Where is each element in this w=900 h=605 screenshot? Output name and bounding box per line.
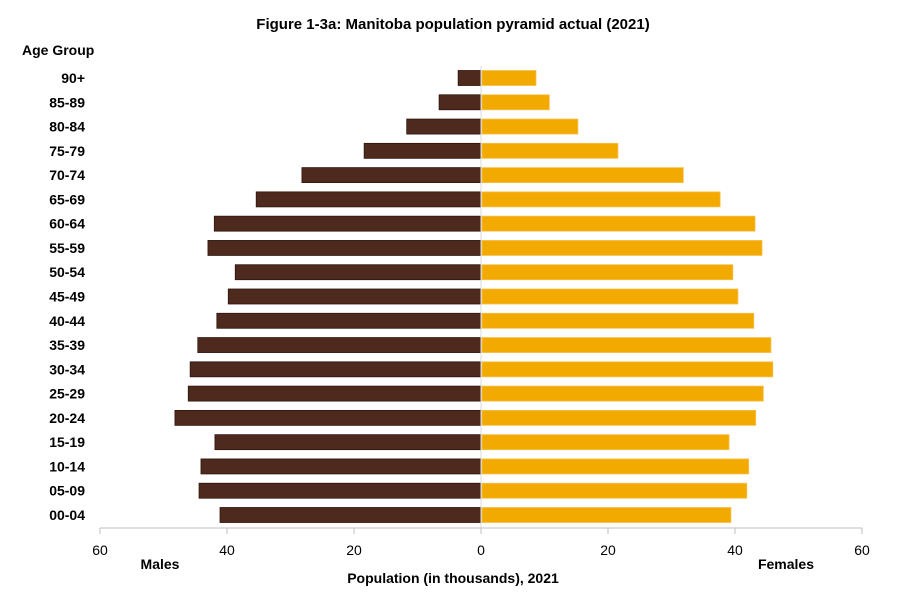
x-tick-label: 60: [92, 542, 108, 558]
category-label: 65-69: [49, 191, 85, 207]
category-label: 90+: [61, 70, 85, 86]
category-axis-title: Age Group: [22, 42, 94, 58]
x-tick-label: 60: [854, 542, 870, 558]
chart-title: Figure 1-3a: Manitoba population pyramid…: [256, 16, 649, 33]
category-label: 40-44: [49, 313, 85, 329]
bar-female-10-14: [481, 458, 750, 475]
bars: [174, 70, 774, 523]
x-tick-label: 40: [727, 542, 743, 558]
bar-male-15-19: [214, 434, 482, 451]
bar-male-25-29: [187, 385, 482, 402]
x-tick-label: 20: [600, 542, 616, 558]
bar-male-00-04: [219, 507, 482, 523]
category-label: 70-74: [49, 167, 85, 183]
bar-female-00-04: [481, 507, 732, 523]
category-label: 55-59: [49, 240, 85, 256]
bar-female-05-09: [481, 482, 748, 499]
bar-female-90+: [481, 70, 537, 86]
bar-female-15-19: [481, 434, 730, 451]
category-label: 20-24: [49, 410, 85, 426]
bar-male-80-84: [406, 118, 482, 135]
x-tick-label: 40: [219, 542, 235, 558]
bar-female-35-39: [481, 337, 772, 353]
category-label: 80-84: [49, 119, 85, 135]
bar-female-45-49: [481, 288, 739, 305]
bar-female-55-59: [481, 240, 763, 256]
bar-male-90+: [457, 70, 482, 86]
females-label: Females: [758, 556, 814, 572]
bar-female-75-79: [481, 142, 619, 159]
bar-male-35-39: [197, 337, 482, 353]
x-tick-label: 20: [346, 542, 362, 558]
category-label: 15-19: [49, 434, 85, 450]
bar-female-65-69: [481, 191, 721, 208]
bar-female-40-44: [481, 312, 755, 329]
bar-male-85-89: [438, 94, 482, 111]
category-label: 75-79: [49, 143, 85, 159]
bar-male-55-59: [207, 240, 482, 256]
bar-female-50-54: [481, 264, 734, 281]
bar-female-25-29: [481, 385, 764, 402]
bar-male-20-24: [174, 409, 482, 426]
category-labels: 90+ 85-89 80-84 75-79 70-74 65-69 60-64 55-59 50…: [49, 70, 85, 523]
category-label: 50-54: [49, 264, 85, 280]
bar-female-60-64: [481, 215, 756, 232]
bar-female-80-84: [481, 118, 579, 135]
bar-male-60-64: [213, 215, 482, 232]
category-label: 35-39: [49, 337, 85, 353]
category-label: 25-29: [49, 386, 85, 402]
bar-male-70-74: [301, 167, 482, 184]
x-axis-title: Population (in thousands), 2021: [347, 570, 559, 586]
category-label: 45-49: [49, 289, 85, 305]
category-label: 10-14: [49, 458, 85, 474]
category-label: 60-64: [49, 216, 85, 232]
category-label: 00-04: [49, 507, 85, 523]
bar-female-85-89: [481, 94, 550, 111]
category-label: 05-09: [49, 483, 85, 499]
category-label: 30-34: [49, 361, 85, 377]
bar-male-05-09: [198, 482, 482, 499]
bar-female-20-24: [481, 409, 757, 426]
bar-male-50-54: [234, 264, 482, 281]
category-label: 85-89: [49, 94, 85, 110]
bar-male-45-49: [227, 288, 482, 305]
bar-male-10-14: [200, 458, 482, 475]
x-axis-ticks: 60 40 20 0 20 40 60: [92, 528, 870, 558]
bar-female-70-74: [481, 167, 684, 184]
x-tick-label: 0: [477, 542, 485, 558]
bar-male-75-79: [363, 142, 482, 159]
bar-male-65-69: [255, 191, 482, 208]
bar-male-40-44: [216, 312, 482, 329]
males-label: Males: [141, 556, 180, 572]
bar-male-30-34: [189, 361, 482, 378]
bar-female-30-34: [481, 361, 774, 378]
